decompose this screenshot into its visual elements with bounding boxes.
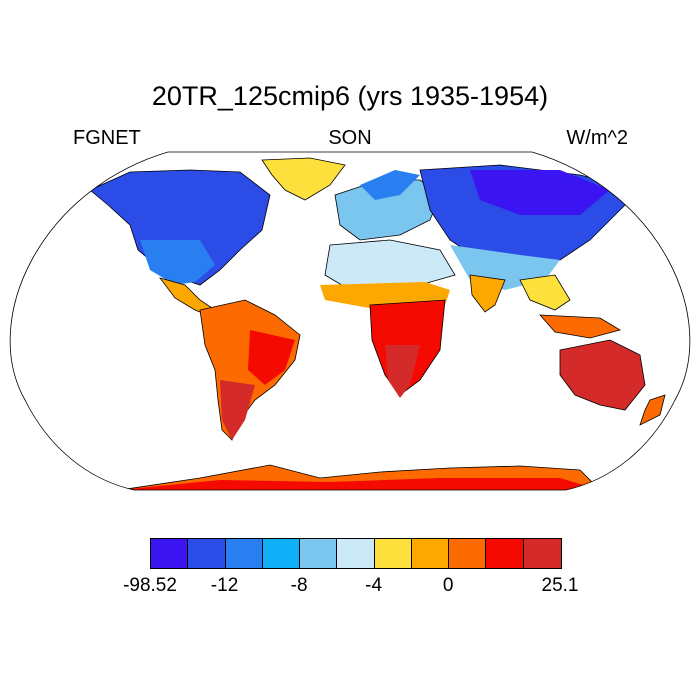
colorbar-swatch <box>486 539 524 568</box>
south-america-east <box>248 330 295 385</box>
colorbar <box>150 538 562 569</box>
map-boundary <box>9 151 691 491</box>
scandinavia <box>360 170 420 200</box>
colorbar-swatch <box>188 539 226 568</box>
greenland <box>261 157 346 201</box>
map-title: 20TR_125cmip6 (yrs 1935-1954) <box>151 81 549 111</box>
indonesia <box>539 314 622 339</box>
colorbar-label: -4 <box>365 575 383 596</box>
north-america <box>89 169 271 286</box>
colorbar-label: 25.1 <box>541 575 579 596</box>
colorbar-label: 0 <box>442 575 454 596</box>
colorbar-label: -12 <box>210 575 239 596</box>
asia-north <box>470 170 610 215</box>
colorbar-swatch <box>262 539 301 568</box>
north-america-south <box>140 240 215 285</box>
africa-north <box>324 239 456 291</box>
antarctica-edge <box>120 478 600 490</box>
colorbar-label: -8 <box>290 575 308 596</box>
colorbar-swatch <box>523 539 561 568</box>
season-label: SON <box>328 127 372 149</box>
colorbar-swatch <box>225 539 263 568</box>
australia <box>559 339 646 411</box>
new-zealand <box>639 394 666 426</box>
colorbar-swatch <box>151 539 189 568</box>
india <box>469 274 506 313</box>
se-asia <box>519 274 571 311</box>
africa-south <box>385 345 420 398</box>
colorbar-swatch <box>337 539 375 568</box>
colorbar-swatch <box>449 539 487 568</box>
units-label: W/m^2 <box>566 127 628 149</box>
colorbar-swatch <box>411 539 450 568</box>
colorbar-swatch <box>300 539 338 568</box>
colorbar-swatch <box>374 539 412 568</box>
south-america-south <box>220 380 255 440</box>
colorbar-label: -98.52 <box>123 575 177 596</box>
model-label: FGNET <box>73 127 141 149</box>
